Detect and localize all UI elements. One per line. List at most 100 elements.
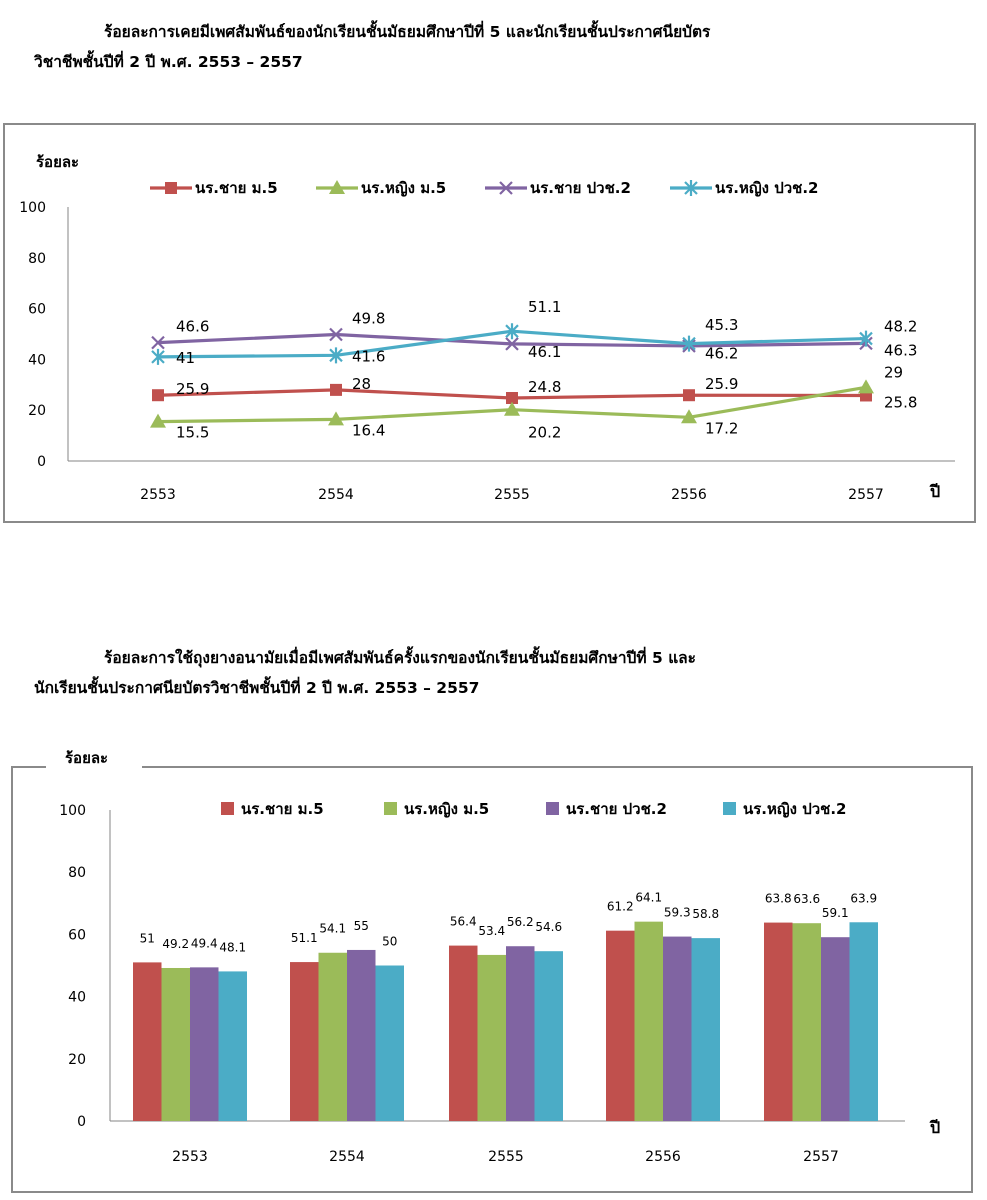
bar-legend-swatch (221, 802, 234, 815)
line-data-label: 16.4 (352, 421, 385, 439)
bar-data-label: 58.8 (692, 907, 719, 921)
bar-legend-label: นร.หญิง ปวช.2 (743, 800, 846, 818)
bar-data-label: 64.1 (635, 891, 662, 905)
line-point-marker (151, 335, 165, 350)
bar-data-label: 49.2 (162, 937, 189, 951)
line-data-label: 46.6 (176, 318, 209, 336)
bar-data-label: 50 (382, 935, 397, 949)
line-point-marker (682, 335, 696, 352)
line-chart-y-tick-label: 60 (28, 302, 46, 318)
line-chart-y-tick-label: 0 (37, 454, 46, 470)
line-point-marker (505, 337, 519, 351)
bar-rect (849, 922, 878, 1121)
bar-chart-x-tick-label: 2555 (488, 1149, 524, 1165)
bar-rect (190, 967, 219, 1121)
bar-chart-x-tick-label: 2557 (803, 1149, 839, 1165)
bar-data-label: 53.4 (478, 924, 505, 938)
line-data-label: 46.2 (705, 345, 738, 363)
line-point-marker (859, 330, 873, 347)
bar-legend-label: นร.ชาย ม.5 (241, 800, 324, 818)
bar-chart-y-tick-label: 20 (68, 1052, 86, 1068)
bar-data-label: 56.2 (507, 915, 534, 929)
line-data-label: 46.3 (884, 341, 917, 359)
bar-data-label: 63.8 (765, 892, 792, 906)
line-point-marker (505, 323, 519, 340)
line-chart-x-tick-label: 2553 (140, 487, 176, 503)
bar-data-label: 63.6 (793, 892, 820, 906)
bar-rect (634, 921, 663, 1121)
bar-rect (821, 937, 850, 1121)
bar-rect (161, 967, 190, 1121)
line-point-marker (683, 389, 695, 402)
bar-chart-x-axis-title: ปี (929, 1118, 941, 1137)
line-chart-x-axis-title: ปี (929, 482, 941, 501)
line-data-label: 49.8 (352, 310, 385, 328)
chart1-title-line2: วิชาชีพชั้นปีที่ 2 ปี พ.ศ. 2553 – 2557 (34, 53, 303, 71)
bar-rect (792, 923, 821, 1121)
bar-rect (663, 936, 692, 1121)
line-chart-y-tick-label: 80 (28, 251, 46, 267)
line-legend-label: นร.หญิง ปวช.2 (715, 179, 818, 197)
line-data-label: 25.9 (705, 375, 738, 393)
bar-legend-swatch (384, 802, 397, 815)
line-data-label: 51.1 (528, 298, 561, 316)
line-data-label: 48.2 (884, 318, 917, 336)
bar-data-label: 55 (354, 919, 369, 933)
chart2-title: ร้อยละการใช้ถุงยางอนามัยเมื่อมีเพศสัมพัน… (34, 643, 934, 703)
line-data-label: 20.2 (528, 424, 561, 442)
line-legend-label: นร.หญิง ม.5 (361, 179, 446, 197)
bar-data-label: 61.2 (607, 900, 634, 914)
line-point-marker (329, 327, 343, 342)
bar-rect (375, 965, 404, 1121)
line-data-label: 17.2 (705, 419, 738, 437)
bar-rect (133, 962, 162, 1121)
bar-rect (347, 949, 376, 1121)
bar-data-label: 63.9 (850, 891, 877, 905)
bar-data-label: 51 (140, 931, 155, 945)
line-data-label: 15.5 (176, 424, 209, 442)
bar-rect (534, 951, 563, 1121)
bar-data-label: 59.3 (664, 906, 691, 920)
line-data-label: 25.8 (884, 393, 917, 411)
line-point-marker (152, 389, 164, 402)
line-data-label: 24.8 (528, 378, 561, 396)
bar-chart-x-tick-label: 2556 (645, 1149, 681, 1165)
line-data-label: 28 (352, 375, 371, 393)
chart2-title-line2: นักเรียนชั้นประกาศนียบัตรวิชาชีพชั้นปีที… (34, 679, 480, 697)
line-chart-y-tick-label: 20 (28, 403, 46, 419)
bar-legend-label: นร.ชาย ปวช.2 (566, 800, 667, 818)
line-point-marker (328, 411, 344, 426)
line-data-label: 41.6 (352, 347, 385, 365)
chart1-title: ร้อยละการเคยมีเพศสัมพันธ์ของนักเรียนชั้น… (34, 17, 934, 77)
bar-data-label: 59.1 (822, 906, 849, 920)
line-point-marker (681, 409, 697, 424)
line-legend-marker (684, 180, 698, 196)
bar-legend-swatch (546, 802, 559, 815)
bar-rect (606, 930, 635, 1121)
chart1-title-line1: ร้อยละการเคยมีเพศสัมพันธ์ของนักเรียนชั้น… (104, 23, 711, 41)
line-chart-x-tick-label: 2557 (848, 487, 884, 503)
line-legend-label: นร.ชาย ม.5 (195, 179, 278, 197)
line-chart-y-tick-label: 100 (19, 200, 46, 216)
bar-chart-x-tick-label: 2553 (172, 1149, 208, 1165)
bar-chart-y-tick-label: 60 (68, 927, 86, 943)
line-point-marker (150, 413, 166, 428)
bar-rect (449, 945, 478, 1121)
bar-rect (477, 954, 506, 1121)
bar-rect (506, 946, 535, 1121)
line-point-marker (151, 348, 165, 365)
bar-legend-swatch (723, 802, 736, 815)
line-legend-marker (499, 181, 513, 195)
bar-legend-label: นร.หญิง ม.5 (404, 800, 489, 818)
bar-chart-y-tick-label: 80 (68, 865, 86, 881)
bar-chart-y-tick-label: 40 (68, 990, 86, 1006)
bar-rect (290, 962, 319, 1121)
line-data-label: 25.9 (176, 380, 209, 398)
line-point-marker (329, 347, 343, 364)
line-data-label: 29 (884, 363, 903, 381)
bar-data-label: 51.1 (291, 931, 318, 945)
bar-rect (218, 971, 247, 1121)
line-point-marker (858, 379, 874, 394)
chart2-title-line1: ร้อยละการใช้ถุงยางอนามัยเมื่อมีเพศสัมพัน… (104, 649, 697, 667)
